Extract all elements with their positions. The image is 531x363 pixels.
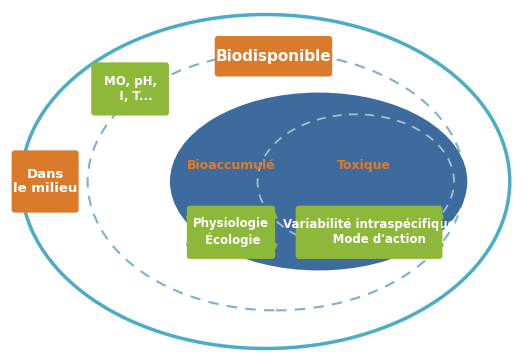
Ellipse shape — [21, 15, 510, 348]
Text: Physiologie
 Écologie: Physiologie Écologie — [193, 217, 269, 247]
FancyBboxPatch shape — [187, 206, 275, 259]
Ellipse shape — [170, 93, 467, 270]
FancyBboxPatch shape — [12, 150, 79, 213]
Text: Dans
le milieu: Dans le milieu — [13, 167, 78, 196]
Text: Toxique: Toxique — [337, 159, 391, 172]
Text: Biodisponible: Biodisponible — [216, 49, 331, 64]
Text: MO, pH,
   I, T...: MO, pH, I, T... — [104, 75, 157, 103]
FancyBboxPatch shape — [91, 62, 169, 115]
FancyBboxPatch shape — [296, 206, 442, 259]
Text: Variabilité intraspécifique
     Mode d'action: Variabilité intraspécifique Mode d'actio… — [282, 218, 456, 246]
FancyBboxPatch shape — [215, 36, 332, 77]
Text: Bioaccumulé: Bioaccumulé — [186, 159, 276, 172]
